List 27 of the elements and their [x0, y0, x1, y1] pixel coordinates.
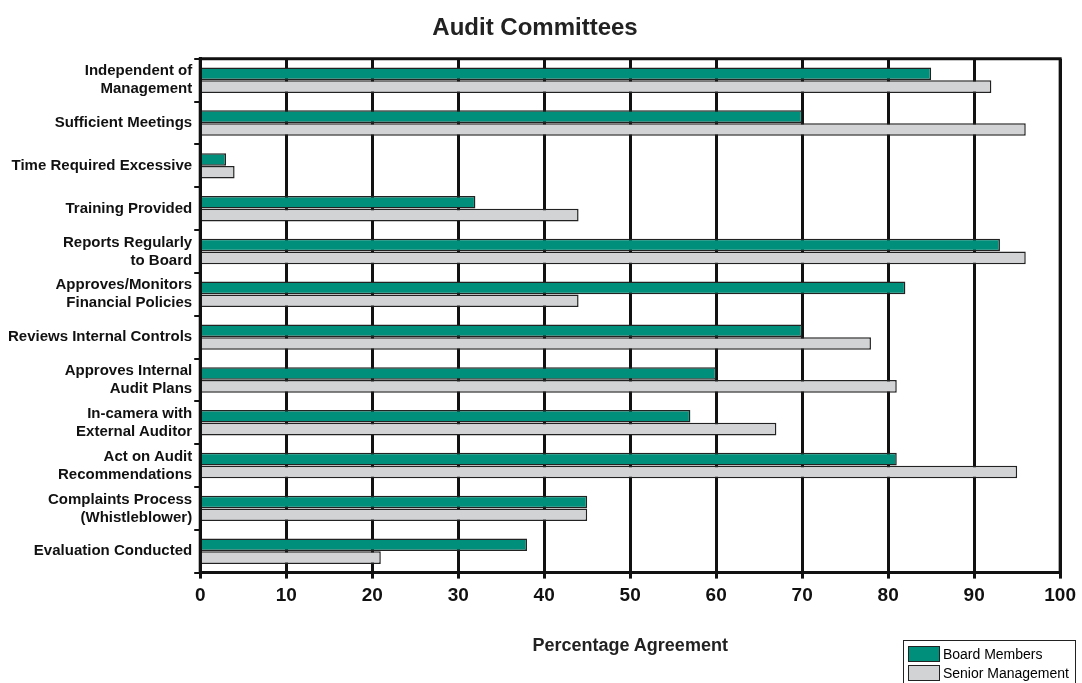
y-tick-label: Training Provided: [65, 198, 193, 216]
x-tick-label: 30: [447, 584, 469, 606]
x-tick-label: 60: [705, 584, 727, 606]
x-tick-label: 40: [533, 584, 555, 606]
y-tick-label: In-camera with External Auditor: [76, 403, 193, 439]
y-tick-label: Reviews Internal Controls: [7, 327, 193, 345]
y-tick-label: Act on Audit Recommendations: [58, 446, 193, 482]
y-tick-label: Sufficient Meetings: [54, 113, 193, 131]
y-tick-label: Independent of Management: [84, 61, 194, 97]
legend-label: Senior Management: [942, 664, 1069, 681]
y-tick-label: Complaints Process (Whistleblower): [47, 489, 193, 525]
x-tick-label: 20: [361, 584, 383, 606]
y-tick-label: Evaluation Conducted: [33, 541, 193, 559]
y-tick-label: Time Required Excessive: [11, 155, 193, 173]
y-tick-label: Reports Regularly to Board: [63, 232, 193, 268]
x-tick-label: 0: [194, 584, 206, 606]
y-tick-label: Approves/Monitors Financial Policies: [55, 275, 193, 311]
chart-title: Audit Committees: [432, 13, 638, 41]
x-tick-label: 10: [275, 584, 297, 606]
x-tick-label: 50: [619, 584, 641, 606]
x-tick-label: 100: [1044, 584, 1076, 606]
legend-label: Board Members: [942, 645, 1043, 662]
y-tick-label: Approves Internal Audit Plans: [64, 361, 193, 397]
x-tick-label: 80: [877, 584, 899, 606]
x-axis-title: Percentage Agreement: [532, 635, 728, 656]
x-tick-label: 70: [791, 584, 813, 606]
x-tick-label: 90: [963, 584, 985, 606]
